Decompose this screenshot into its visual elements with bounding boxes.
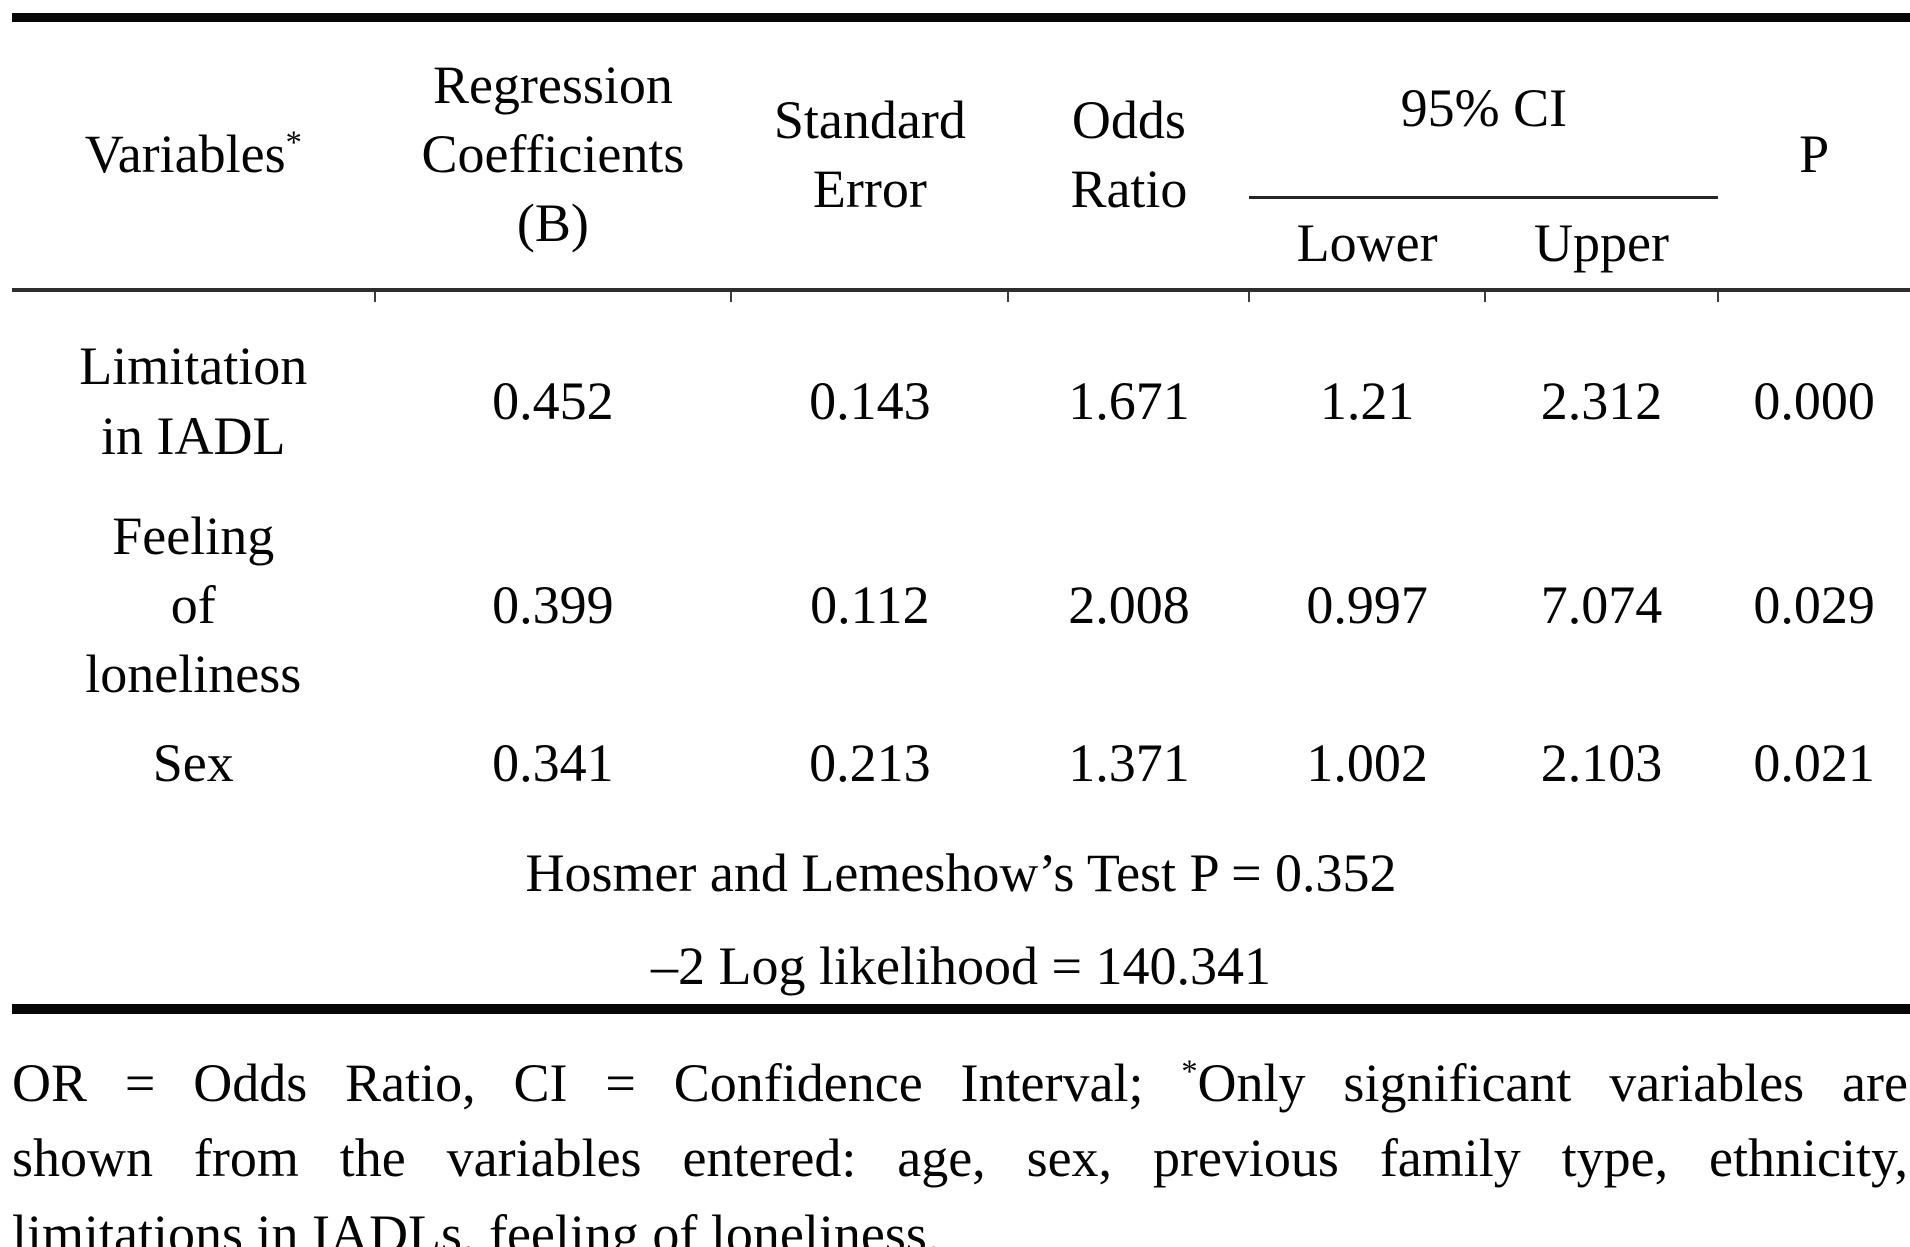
cell-ci-lower: 0.997 (1306, 574, 1428, 635)
footnote-line-2: shown from the variables entered: age, s… (12, 1128, 1908, 1189)
col-header-regression-coefficients: Regression Coefficients (B) (421, 55, 685, 254)
cell-p-value: 0.000 (1753, 370, 1875, 431)
separator-segment (1248, 287, 1485, 302)
col-header-p-value: P (1799, 124, 1830, 185)
cell-ci-lower: 1.21 (1319, 370, 1415, 431)
cell-regression-coefficient: 0.341 (492, 733, 614, 794)
col-header-ci-lower: Lower (1296, 212, 1438, 273)
footnote-line-1: OR = Odds Ratio, CI = Confidence Interva… (12, 1052, 1908, 1113)
table-footnote: OR = Odds Ratio, CI = Confidence Interva… (12, 1046, 1910, 1247)
cell-standard-error: 0.143 (809, 370, 931, 431)
table-row-limitation-iadl: Limitation in IADL 0.452 0.143 1.671 1.2… (12, 302, 1910, 502)
col-header-odds-ratio: Odds Ratio (1070, 89, 1188, 219)
variables-label: Variables (84, 124, 286, 185)
table-row-feeling-of-loneliness: Feeling of loneliness 0.399 0.112 2.008 … (12, 502, 1910, 709)
cell-ci-upper: 2.103 (1540, 733, 1663, 794)
cell-p-value: 0.021 (1753, 733, 1875, 794)
header-row-top: Variables* Regression Coefficients (B) S… (12, 17, 1910, 253)
table-header: Variables* Regression Coefficients (B) S… (12, 17, 1910, 302)
row-label: Feeling of loneliness (85, 505, 302, 704)
hosmer-lemeshow-test-value: Hosmer and Lemeshow’s Test P = 0.352 (525, 843, 1397, 904)
separator-segment (1007, 287, 1250, 302)
cell-odds-ratio: 2.008 (1068, 574, 1190, 635)
hosmer-lemeshow-test-row: Hosmer and Lemeshow’s Test P = 0.352 (12, 819, 1910, 929)
cell-p-value: 0.029 (1753, 574, 1875, 635)
cell-regression-coefficient: 0.452 (492, 370, 614, 431)
cell-odds-ratio: 1.671 (1068, 370, 1190, 431)
logistic-regression-table: Variables* Regression Coefficients (B) S… (12, 13, 1910, 1014)
row-label: Limitation in IADL (79, 336, 308, 466)
log-likelihood-value: –2 Log likelihood = 140.341 (651, 935, 1271, 996)
col-header-variables: Variables* (12, 18, 375, 290)
footnote-marker: * (1181, 1053, 1198, 1090)
header-body-separator (12, 287, 1910, 302)
cell-odds-ratio: 1.371 (1068, 733, 1190, 794)
cell-ci-upper: 2.312 (1540, 370, 1663, 431)
separator-segment (1483, 287, 1719, 302)
log-likelihood-row: –2 Log likelihood = 140.341 (12, 929, 1910, 1009)
cell-ci-upper: 7.074 (1540, 574, 1663, 635)
header-row-ci-sub: Lower Upper (12, 198, 1910, 290)
separator-segment (373, 287, 732, 302)
col-header-95ci-group: 95% CI (1249, 17, 1719, 199)
separator-segment (730, 287, 1009, 302)
table-row-sex: Sex 0.341 0.213 1.371 1.002 2.103 0.021 (12, 709, 1910, 819)
footnote-line-3: limitations in IADLs, feeling of lonelin… (12, 1204, 941, 1247)
cell-standard-error: 0.213 (809, 733, 931, 794)
separator-segment (1717, 287, 1910, 302)
variables-footnote-marker: * (285, 125, 302, 162)
col-header-ci-upper: Upper (1534, 212, 1669, 273)
row-label: Sex (152, 733, 234, 794)
col-header-standard-error: Standard Error (773, 89, 966, 219)
cell-standard-error: 0.112 (810, 574, 930, 635)
separator-segment (12, 287, 375, 302)
table-body: Limitation in IADL 0.452 0.143 1.671 1.2… (12, 302, 1910, 1009)
cell-ci-lower: 1.002 (1306, 733, 1428, 794)
cell-regression-coefficient: 0.399 (492, 574, 614, 635)
